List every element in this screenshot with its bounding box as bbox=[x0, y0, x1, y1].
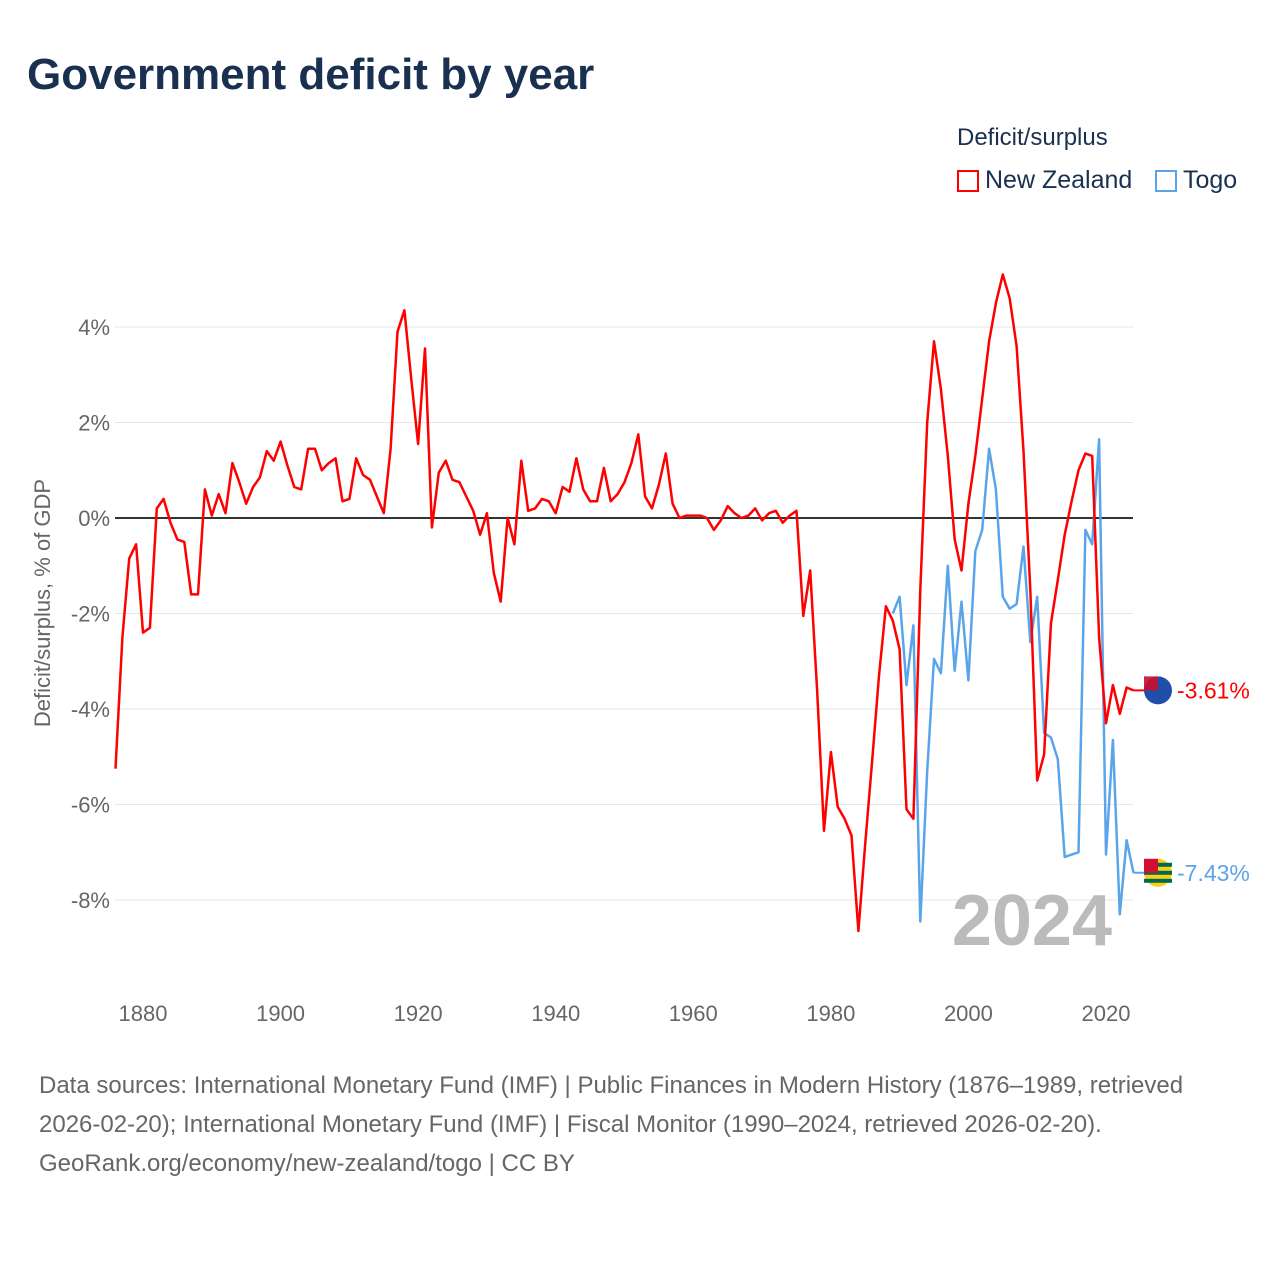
flag-union-jack bbox=[1144, 676, 1158, 691]
y-tick-label: 4% bbox=[78, 315, 110, 340]
line-chart: 4% 2% 0% -2% -4% -6% -8% 1880 1900 1920 1940 1960 19… bbox=[30, 273, 1250, 1026]
y-tick-label: 0% bbox=[78, 506, 110, 531]
end-value-label: -3.61% bbox=[1177, 677, 1250, 703]
x-tick-label: 1980 bbox=[806, 1001, 855, 1026]
legend-title: Deficit/surplus bbox=[957, 124, 1108, 151]
flag-stripe bbox=[1144, 878, 1172, 883]
y-tick-label: -4% bbox=[71, 697, 110, 722]
legend-item-togo[interactable]: Togo bbox=[1155, 166, 1237, 195]
legend-swatch-new-zealand bbox=[957, 169, 979, 192]
legend-label: Togo bbox=[1183, 166, 1238, 194]
series-line-togo bbox=[891, 437, 1135, 923]
attribution-link[interactable]: GeoRank.org/economy/new-zealand/togo | C… bbox=[39, 1150, 575, 1177]
y-tick-label: 2% bbox=[78, 411, 110, 436]
end-value-label: -7.43% bbox=[1177, 860, 1250, 886]
x-tick-label: 1940 bbox=[531, 1001, 580, 1026]
legend-item-new-zealand[interactable]: New Zealand bbox=[957, 166, 1132, 195]
x-tick-label: 1880 bbox=[119, 1001, 168, 1026]
legend-label: New Zealand bbox=[985, 166, 1133, 194]
x-tick-label: 1960 bbox=[669, 1001, 718, 1026]
x-tick-label: 2020 bbox=[1082, 1001, 1131, 1026]
y-tick-label: -8% bbox=[71, 888, 110, 913]
y-tick-label: -6% bbox=[71, 793, 110, 818]
sources-text: Data sources: International Monetary Fun… bbox=[39, 1072, 1184, 1138]
y-tick-label: -2% bbox=[71, 602, 110, 627]
x-tick-label: 1920 bbox=[394, 1001, 443, 1026]
x-tick-label: 2000 bbox=[944, 1001, 993, 1026]
y-axis-label: Deficit/surplus, % of GDP bbox=[30, 479, 55, 727]
chart-title: Government deficit by year bbox=[27, 50, 595, 99]
data-sources: Data sources: International Monetary Fun… bbox=[39, 1066, 1239, 1183]
series-line-new-zealand bbox=[114, 273, 1134, 933]
x-tick-label: 1900 bbox=[256, 1001, 305, 1026]
legend-swatch-togo bbox=[1155, 169, 1177, 192]
year-watermark: 2024 bbox=[952, 881, 1112, 961]
flag-canton bbox=[1144, 858, 1158, 873]
